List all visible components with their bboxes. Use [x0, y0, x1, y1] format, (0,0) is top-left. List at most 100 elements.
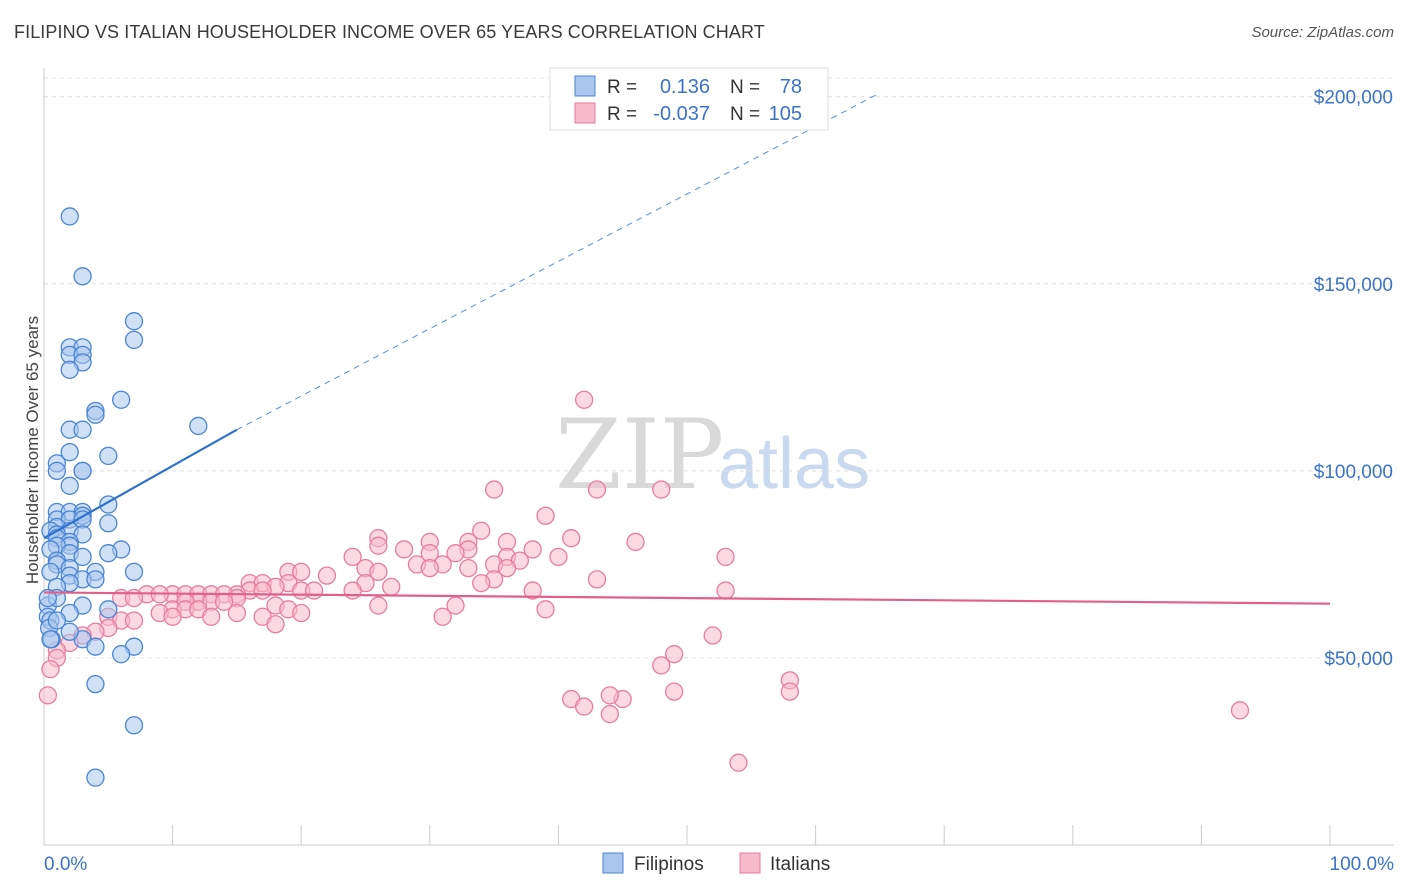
italian-point: [574, 390, 594, 409]
series-legend: Filipinos Italians: [602, 852, 830, 875]
italian-point: [484, 480, 504, 499]
filipino-point: [124, 330, 144, 350]
italian-point: [780, 682, 800, 701]
bottom-legend-swatch-filipinos: [602, 852, 624, 874]
filipino-point: [124, 312, 144, 331]
italian-point: [587, 570, 607, 589]
italian-point: [227, 603, 247, 623]
x-tick-label-min: 0.0%: [44, 854, 87, 875]
axes: [43, 68, 1394, 846]
chart-title: FILIPINO VS ITALIAN HOUSEHOLDER INCOME O…: [14, 22, 765, 42]
italian-point: [394, 540, 414, 559]
legend-r-value-filipinos: 0.136: [660, 76, 710, 98]
italian-trend-line: [43, 591, 1331, 605]
correlation-legend: R = 0.136 N = 78 R = -0.037 N = 105: [549, 67, 829, 131]
italian-point: [369, 562, 388, 582]
italian-point: [420, 558, 439, 578]
filipino-point: [86, 405, 105, 424]
italian-point: [536, 506, 555, 525]
filipino-point: [47, 461, 67, 481]
italian-point: [292, 603, 311, 623]
y-tick-labels: $50,000 $100,000 $150,000 $200,000: [1314, 88, 1393, 670]
x-tick-labels: 0.0% 100.0%: [44, 854, 1394, 875]
filipino-point: [189, 416, 208, 436]
filipino-point: [99, 446, 118, 466]
italian-point: [202, 607, 221, 626]
italian-point: [472, 521, 491, 540]
italian-point: [266, 615, 285, 634]
filipino-series: [38, 207, 208, 787]
filipino-point: [73, 420, 92, 439]
filipino-point: [124, 562, 144, 582]
italian-point: [38, 686, 58, 705]
italian-point: [652, 480, 671, 499]
italian-point: [343, 547, 362, 567]
filipino-point: [60, 476, 79, 495]
filipino-point: [86, 768, 105, 787]
bottom-legend-label-filipinos: Filipinos: [634, 854, 704, 875]
filipino-point: [73, 547, 92, 567]
italian-point: [433, 607, 452, 626]
filipino-point: [86, 637, 105, 656]
filipino-point: [60, 207, 79, 226]
italian-point: [703, 626, 722, 645]
italian-point: [574, 697, 594, 716]
filipino-point: [99, 544, 118, 563]
italian-point: [626, 532, 645, 552]
italian-point: [562, 529, 581, 548]
y-tick-label: $100,000: [1314, 462, 1393, 483]
filipino-point: [99, 514, 118, 533]
y-tick-label: $200,000: [1314, 88, 1393, 109]
italian-point: [343, 581, 362, 600]
y-tick-label: $150,000: [1314, 275, 1393, 296]
italian-point: [523, 581, 542, 600]
watermark-zip: ZIP: [555, 399, 724, 511]
italian-point: [587, 480, 607, 499]
legend-n-label-filipinos: N =: [730, 77, 760, 98]
filipino-point: [73, 267, 92, 286]
filipino-point: [38, 588, 58, 608]
legend-n-label-italians: N =: [730, 104, 760, 125]
italian-point: [497, 558, 517, 578]
filipino-point: [73, 461, 92, 481]
filipino-point: [99, 600, 118, 619]
italian-point: [472, 573, 491, 593]
italian-point: [317, 566, 337, 585]
filipino-trend-line: [43, 428, 238, 540]
italian-point: [716, 547, 735, 567]
italian-point: [729, 753, 748, 772]
filipino-point: [47, 611, 67, 630]
y-tick-label: $50,000: [1324, 649, 1393, 670]
filipino-point: [86, 570, 105, 589]
italian-point: [304, 581, 324, 600]
y-axis-label: Householder Income Over 65 years: [23, 316, 42, 584]
filipino-point: [112, 645, 131, 664]
italian-point: [523, 540, 542, 559]
italian-point: [369, 596, 388, 615]
legend-swatch-italians: [574, 102, 596, 124]
italian-point: [382, 577, 401, 596]
italian-point: [446, 544, 465, 563]
legend-n-value-filipinos: 78: [780, 76, 802, 98]
source-credit: Source: ZipAtlas.com: [1251, 24, 1394, 41]
italian-point: [459, 558, 478, 578]
italian-point: [369, 536, 388, 555]
italian-point: [536, 600, 555, 619]
italian-point: [41, 660, 60, 679]
trend-lines: [43, 92, 1331, 605]
legend-box: [549, 67, 829, 131]
italian-point: [124, 611, 144, 630]
legend-r-label-italians: R =: [607, 104, 637, 125]
x-tick-label-max: 100.0%: [1330, 854, 1395, 875]
italian-point: [716, 581, 735, 600]
filipino-point: [112, 390, 131, 409]
italian-point: [664, 645, 684, 664]
italian-point: [664, 682, 684, 701]
italian-point: [1230, 701, 1250, 720]
filipino-point: [60, 360, 79, 379]
italian-point: [652, 656, 671, 675]
legend-r-label-filipinos: R =: [607, 77, 637, 98]
italian-point: [600, 704, 619, 724]
legend-n-value-italians: 105: [769, 103, 802, 125]
